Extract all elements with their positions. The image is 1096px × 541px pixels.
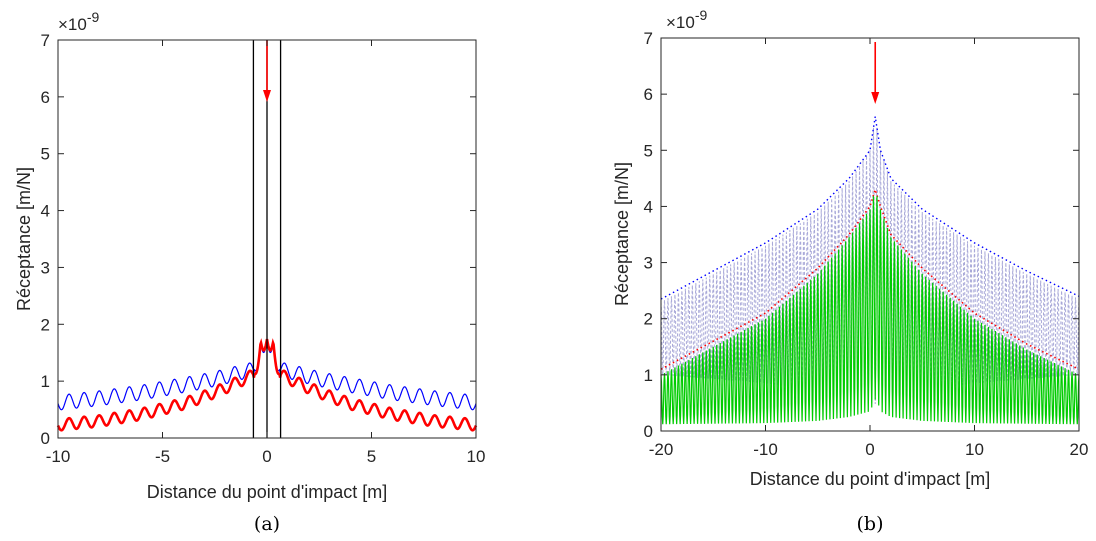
impact-arrow-head: [263, 90, 271, 102]
series-line-gray-dashed: [660, 127, 1080, 405]
y-tick-label: 3: [644, 254, 653, 273]
x-tick-label: 10: [467, 447, 486, 466]
y-multiplier: ×10-9: [666, 7, 708, 32]
y-axis-label: Réceptance [m/N]: [14, 167, 34, 311]
x-tick-label: 0: [262, 447, 271, 466]
y-multiplier: ×10-9: [58, 9, 100, 34]
tick-group: -10 -5 0 5 10 0 1 2 3 4 5 6 7: [41, 31, 486, 466]
y-tick-label: 4: [41, 202, 50, 221]
series-line-green: [660, 196, 1080, 425]
x-tick-label: 20: [1070, 440, 1089, 459]
y-axis-label: Réceptance [m/N]: [612, 162, 632, 306]
x-tick-label: 10: [965, 440, 984, 459]
x-axis-label: Distance du point d'impact [m]: [750, 469, 991, 489]
x-tick-label: -10: [46, 447, 71, 466]
x-tick-label: -5: [155, 447, 170, 466]
y-tick-label: 6: [41, 88, 50, 107]
y-tick-label: 5: [644, 141, 653, 160]
y-tick-label: 7: [644, 29, 653, 48]
impact-arrow-head: [871, 92, 880, 104]
y-tick-label: 0: [644, 422, 653, 441]
tick-group: -20 -10 0 10 20 0 1 2 3 4 5 6 7: [644, 29, 1089, 459]
y-tick-label: 4: [644, 197, 653, 216]
x-axis-label: Distance du point d'impact [m]: [147, 482, 388, 502]
y-tick-label: 1: [644, 366, 653, 385]
x-tick-label: 5: [367, 447, 376, 466]
y-tick-label: 2: [644, 310, 653, 329]
caption-a: (a): [254, 513, 280, 535]
plot-area: [56, 40, 478, 438]
x-tick-label: -20: [649, 440, 674, 459]
caption-b: (b): [857, 513, 884, 535]
y-tick-label: 2: [41, 315, 50, 334]
y-tick-label: 6: [644, 85, 653, 104]
x-tick-label: 0: [865, 440, 874, 459]
y-tick-label: 5: [41, 145, 50, 164]
y-tick-label: 7: [41, 31, 50, 50]
x-tick-label: -10: [753, 440, 778, 459]
chart-panel-b: -20 -10 0 10 20 0 1 2 3 4 5 6 7 ×10-9 Distance du po…: [612, 7, 1088, 535]
y-tick-label: 0: [41, 429, 50, 448]
y-tick-label: 3: [41, 258, 50, 277]
y-tick-label: 1: [41, 372, 50, 391]
chart-panel-a: -10 -5 0 5 10 0 1 2 3 4 5 6 7 ×10-9 Distance du poin…: [14, 9, 485, 535]
plot-area: [660, 42, 1080, 425]
